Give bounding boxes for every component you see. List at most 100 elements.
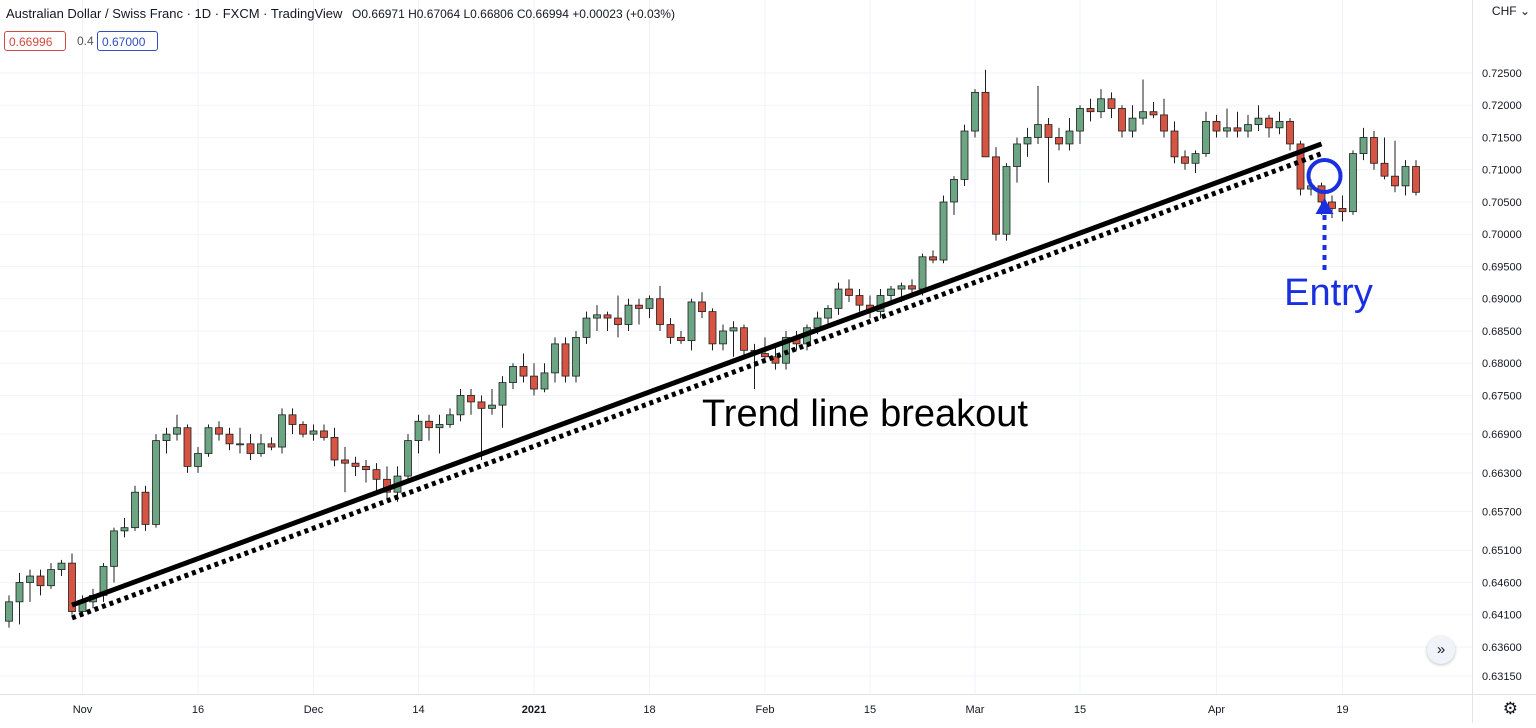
candle-body xyxy=(1338,208,1347,213)
price-tick-label: 0.71500 xyxy=(1482,132,1522,144)
double-chevron-right-icon: » xyxy=(1436,641,1446,658)
entry-circle-marker xyxy=(1306,158,1343,194)
sell-price-button[interactable]: 0.66996 xyxy=(4,31,66,51)
candle-body xyxy=(561,343,570,377)
candle-body xyxy=(687,301,696,342)
candle-body xyxy=(656,298,664,325)
time-tick-label: 16 xyxy=(192,704,204,716)
price-tick-label: 0.64600 xyxy=(1482,577,1522,589)
candle-body xyxy=(530,375,538,390)
price-tick-label: 0.65100 xyxy=(1482,545,1522,557)
candle-body xyxy=(162,433,171,442)
candle-body xyxy=(1265,117,1273,129)
candle-body xyxy=(1170,130,1179,158)
candle-body xyxy=(330,436,339,461)
ohlc-values: O0.66971 H0.67064 L0.66806 C0.66994 +0.0… xyxy=(352,7,675,21)
candle-body xyxy=(981,91,990,158)
candle-body xyxy=(26,575,34,583)
candle-body xyxy=(173,427,181,435)
candle-body xyxy=(845,288,853,296)
candle-body xyxy=(47,569,55,587)
candle-body xyxy=(404,440,412,477)
symbol-title: Australian Dollar / Swiss Franc · 1D · F… xyxy=(6,6,343,21)
candle-body xyxy=(572,337,580,377)
candle-body xyxy=(477,401,486,409)
candle-body xyxy=(288,414,297,425)
candle-body xyxy=(141,491,150,525)
candle-body xyxy=(834,288,843,309)
currency-label: CHF xyxy=(1491,4,1517,18)
candle-body xyxy=(131,491,139,529)
time-tick-label: 2021 xyxy=(522,704,546,716)
candle-body xyxy=(1296,143,1305,190)
candle-body xyxy=(950,179,958,203)
time-tick-label: 19 xyxy=(1336,704,1348,716)
candle-body xyxy=(194,453,202,467)
candle-body xyxy=(1380,162,1389,177)
candle-body xyxy=(1013,143,1021,167)
candle-body xyxy=(498,382,507,406)
candle-body xyxy=(677,337,685,342)
candle-body xyxy=(1149,111,1158,116)
candle-body xyxy=(110,530,118,567)
candle-body xyxy=(971,91,979,132)
candle-body xyxy=(1034,124,1042,138)
candle-body xyxy=(855,295,864,306)
candle-body xyxy=(1191,153,1200,164)
candle-body xyxy=(488,404,496,409)
buy-price-button[interactable]: 0.67000 xyxy=(97,31,158,51)
candle-body xyxy=(1181,156,1189,164)
candle-body xyxy=(1055,137,1063,145)
candle-body xyxy=(236,443,244,446)
candle-body xyxy=(624,304,633,325)
candle-body xyxy=(351,462,360,467)
candle-body xyxy=(299,424,307,435)
symbol-legend[interactable]: Australian Dollar / Swiss Franc · 1D · F… xyxy=(6,6,675,21)
currency-selector[interactable]: CHF ⌄ xyxy=(1492,4,1530,18)
candle-body xyxy=(992,156,1000,235)
price-tick-label: 0.68000 xyxy=(1482,358,1522,370)
price-tick-label: 0.69500 xyxy=(1482,261,1522,273)
candle-body xyxy=(698,301,706,313)
candle-body xyxy=(446,414,454,425)
candle-body xyxy=(257,443,265,454)
candle-body xyxy=(1002,166,1011,235)
candle-body xyxy=(183,427,192,467)
candle-body xyxy=(918,256,927,290)
candle-body xyxy=(960,130,969,180)
candle-body xyxy=(5,601,13,622)
scroll-to-realtime-button[interactable]: » xyxy=(1427,636,1455,664)
candle-body xyxy=(425,420,433,429)
candle-body xyxy=(1076,108,1084,132)
candle-body xyxy=(278,414,286,448)
candle-body xyxy=(603,314,612,319)
candle-body xyxy=(813,317,822,329)
candle-body xyxy=(15,582,24,603)
candle-body xyxy=(582,317,591,338)
candle-body xyxy=(1233,127,1242,132)
time-tick-label: Apr xyxy=(1208,704,1225,716)
candle-body xyxy=(1401,166,1410,187)
candle-body xyxy=(225,433,234,445)
price-tick-label: 0.63150 xyxy=(1482,671,1522,683)
candle-body xyxy=(645,298,654,309)
price-tick-label: 0.70000 xyxy=(1482,229,1522,241)
candle-body xyxy=(152,440,160,525)
candle-body xyxy=(1286,120,1294,145)
price-tick-label: 0.68500 xyxy=(1482,326,1522,338)
price-tick-label: 0.71000 xyxy=(1482,165,1522,177)
price-tick-label: 0.72500 xyxy=(1482,68,1522,80)
candle-body xyxy=(1212,120,1221,132)
candle-body xyxy=(614,317,622,325)
candle-body xyxy=(1086,108,1095,113)
price-tick-label: 0.72000 xyxy=(1482,100,1522,112)
candle-body xyxy=(551,343,559,374)
price-tick-label: 0.65700 xyxy=(1482,507,1522,519)
candle-body xyxy=(68,562,76,612)
price-tick-label: 0.67500 xyxy=(1482,390,1522,402)
entry-arrow-head xyxy=(1315,198,1334,214)
chart-settings-button[interactable]: ⚙ xyxy=(1503,699,1518,719)
candle-body xyxy=(1391,175,1399,187)
